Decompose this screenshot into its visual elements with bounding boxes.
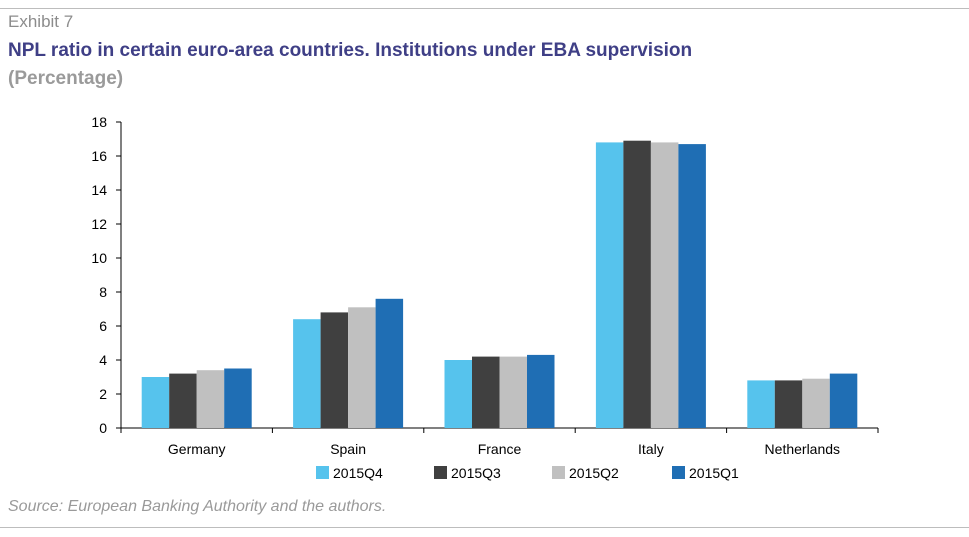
y-tick-label: 8 xyxy=(99,284,107,300)
source-note: Source: European Banking Authority and t… xyxy=(8,498,387,515)
bar-2015Q2-Germany xyxy=(196,370,225,428)
bar-2015Q3-Germany xyxy=(169,373,197,428)
y-tick-label: 2 xyxy=(99,386,107,402)
legend-swatch xyxy=(672,466,685,479)
bar-2015Q4-Spain xyxy=(293,319,321,428)
bar-2015Q3-Italy xyxy=(623,140,651,428)
x-category-label: Netherlands xyxy=(765,441,841,457)
bar-2015Q4-Germany xyxy=(141,377,170,428)
bar-2015Q1-Netherlands xyxy=(829,373,858,428)
x-category-label: Italy xyxy=(638,441,664,457)
bottom-rule xyxy=(0,527,969,528)
legend-swatch xyxy=(552,466,565,479)
bar-2015Q1-Germany xyxy=(224,368,252,428)
bar-2015Q4-France xyxy=(444,360,472,428)
y-tick-label: 0 xyxy=(99,420,107,436)
y-tick-label: 10 xyxy=(91,250,107,266)
legend-label: 2015Q1 xyxy=(689,465,739,481)
y-tick-label: 6 xyxy=(99,318,107,334)
legend-swatch xyxy=(434,466,447,479)
exhibit-label: Exhibit 7 xyxy=(8,12,74,31)
x-category-label: Spain xyxy=(330,441,366,457)
bar-2015Q1-Italy xyxy=(678,144,706,428)
bar-2015Q2-Netherlands xyxy=(802,378,830,428)
x-category-label: Germany xyxy=(168,441,226,457)
chart-title: NPL ratio in certain euro-area countries… xyxy=(8,40,693,61)
y-tick-label: 18 xyxy=(91,114,107,130)
bar-2015Q2-Spain xyxy=(348,307,376,428)
bar-2015Q4-Italy xyxy=(595,142,624,428)
y-tick-label: 12 xyxy=(91,216,107,232)
bar-2015Q1-Spain xyxy=(375,298,404,428)
bar-2015Q3-Netherlands xyxy=(774,380,803,428)
chart-subtitle: (Percentage) xyxy=(8,68,124,89)
bar-2015Q4-Netherlands xyxy=(747,380,775,428)
bar-2015Q2-France xyxy=(499,356,527,428)
bar-2015Q2-Italy xyxy=(650,142,679,428)
bar-2015Q3-Spain xyxy=(320,312,349,428)
bar-2015Q1-France xyxy=(527,354,555,428)
y-tick-label: 14 xyxy=(91,182,107,198)
legend-label: 2015Q2 xyxy=(569,465,619,481)
legend-label: 2015Q4 xyxy=(333,465,383,481)
bar-2015Q3-France xyxy=(472,356,500,428)
y-tick-label: 4 xyxy=(99,352,107,368)
x-category-label: France xyxy=(478,441,522,457)
legend-swatch xyxy=(316,466,329,479)
top-rule xyxy=(0,8,969,9)
y-tick-label: 16 xyxy=(91,148,107,164)
legend-label: 2015Q3 xyxy=(451,465,501,481)
